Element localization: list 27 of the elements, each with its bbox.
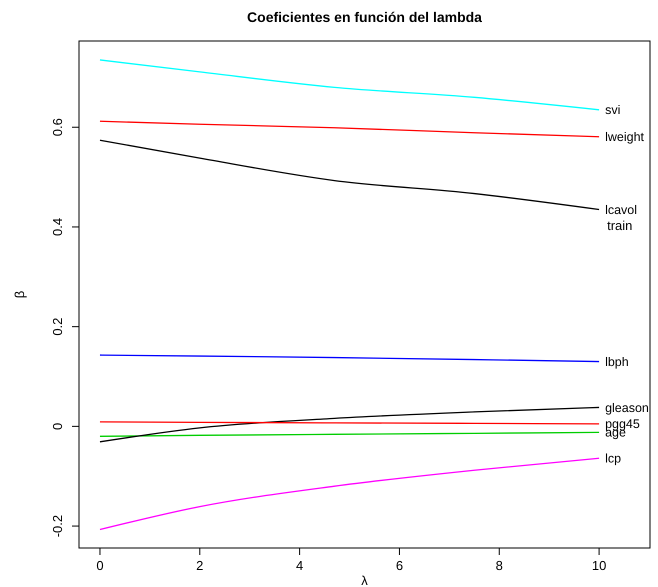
line-series: [99, 140, 600, 210]
series-label: svi: [605, 103, 620, 118]
y-tick-label: 0.6: [50, 118, 65, 136]
series-label: lweight: [605, 130, 645, 144]
y-tick-label: 0.4: [50, 218, 65, 236]
series-label: lbph: [605, 354, 629, 369]
y-tick-label: -0.2: [50, 514, 65, 538]
y-tick-label: 0: [50, 422, 65, 430]
series-label: lcavol: [605, 202, 638, 217]
x-tick-label: 0: [96, 558, 104, 573]
line-series: [99, 406, 600, 442]
line-series: [99, 354, 600, 362]
x-tick-label: 4: [296, 558, 304, 573]
y-axis-title: β: [12, 290, 27, 298]
series-label: lcp: [605, 452, 622, 466]
line-series: [99, 59, 600, 110]
x-tick-label: 10: [592, 558, 606, 573]
line-series: [99, 458, 600, 530]
x-axis-title: λ: [361, 573, 368, 587]
series-label: gleason: [605, 400, 649, 415]
line-series: [99, 120, 600, 138]
y-tick-label: 0.2: [50, 318, 65, 336]
x-tick-label: 8: [496, 558, 503, 573]
x-tick-label: 6: [396, 558, 404, 573]
annotation: train: [607, 218, 632, 234]
x-tick-label: 2: [196, 558, 204, 573]
chart-title: Coeficientes en función del lambda: [247, 9, 482, 25]
